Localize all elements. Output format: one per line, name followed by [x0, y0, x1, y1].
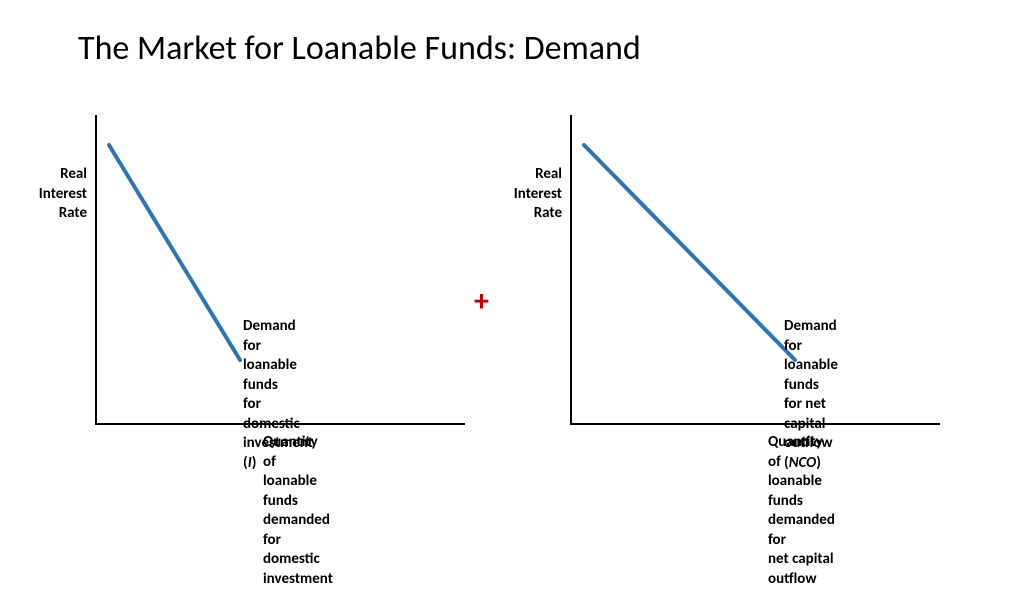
- curve-label-left-close: ): [252, 454, 257, 472]
- y-label-left-l1: Real: [60, 165, 87, 183]
- x-label-right-l2: funds demanded for: [768, 492, 835, 549]
- curve-label-right-l1: Demand for loanable funds: [784, 317, 838, 394]
- y-label-right-l3: Rate: [534, 204, 562, 222]
- y-axis-label-left: Real Interest Rate: [13, 165, 87, 224]
- y-axis-label-right: Real Interest Rate: [488, 165, 562, 224]
- y-label-left-l3: Rate: [59, 204, 87, 222]
- x-label-left-l3: domestic investment: [263, 550, 333, 588]
- y-label-right-l1: Real: [535, 165, 562, 183]
- demand-line-left-svg: [109, 145, 240, 360]
- x-label-left-l2: funds demanded for: [263, 492, 330, 549]
- x-label-right-l1: Quantity of loanable: [768, 433, 823, 490]
- x-label-left-l1: Quantity of loanable: [263, 433, 318, 490]
- y-label-left-l2: Interest: [39, 185, 87, 203]
- demand-line-right-svg: [584, 145, 795, 360]
- curve-label-left-l1: Demand for loanable funds: [243, 317, 297, 394]
- y-label-right-l2: Interest: [514, 185, 562, 203]
- page-title: The Market for Loanable Funds: Demand: [78, 28, 641, 69]
- x-axis-label-right: Quantity of loanable funds demanded for …: [768, 433, 835, 589]
- plus-icon: +: [474, 283, 489, 320]
- x-axis-label-left: Quantity of loanable funds demanded for …: [263, 433, 333, 589]
- x-label-right-l3: net capital outflow: [768, 550, 834, 588]
